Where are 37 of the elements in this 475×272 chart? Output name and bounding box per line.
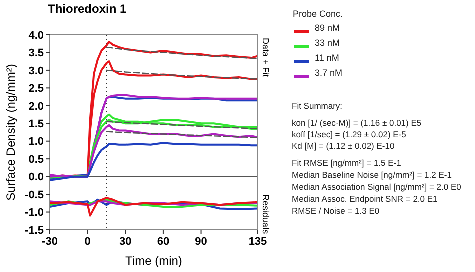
x-tick-label: -30 [42,236,58,248]
x-axis-title: Time (min) [126,254,182,268]
y-tick-label: 1.0 [28,136,44,148]
text: Median Assoc. Endpoint SNR = 2.0 E1 [292,194,438,204]
legend-label: 33 nM [315,38,340,48]
text: koff [1/sec] = (1.29 ± 0.02) E-5 [292,130,407,140]
legend-label: 11 nM [315,53,340,64]
x-tick-label: 30 [120,236,132,248]
text: kon [1/ (sec·M)] = (1.16 ± 0.01) E5 [292,118,422,128]
y-tick-label: 2.0 [28,100,44,113]
legend-label: 3.7 nM [315,68,343,78]
y-tick-label: -1.5 [25,224,44,237]
legend-label: 89 nM [315,23,340,34]
y-tick-label: 2.5 [28,83,44,96]
y-tick-label: 1.5 [28,118,44,130]
text: Data + Fit [261,38,271,78]
text: Fit Summary: [292,101,343,111]
text: Residuals [261,194,271,235]
y-tick-label: 3.5 [28,48,44,60]
x-tick-label: 60 [157,236,170,248]
x-tick-label: 90 [195,236,208,248]
y-axis-title: Surface Density (ng/mm²) [4,64,18,201]
text: Median Association Signal [ng/mm²] = 2.0 E0 [292,182,462,192]
y-tick-label: 3.0 [28,65,44,78]
text: RMSE / Noise = 1.3 E0 [292,206,380,216]
text: Median Baseline Noise [ng/mm²] = 1.2 E-1 [292,170,452,180]
y-tick-label: 0.5 [28,154,44,166]
x-tick-label: 135 [248,236,268,248]
x-tick-label: 0 [84,236,91,248]
y-tick-label: -1.0 [25,207,44,220]
chart-title: Thioredoxin 1 [48,2,127,16]
text: Kd [M] = (1.12 ± 0.02) E-10 [292,141,395,151]
y-tick-label: 0.0 [28,172,44,184]
text: Fit RMSE [ng/mm²] = 1.5 E-1 [292,158,402,168]
y-tick-label: 4.0 [28,30,44,42]
legend-title: Probe Conc. [293,9,344,19]
y-tick-label: -0.5 [25,189,44,202]
